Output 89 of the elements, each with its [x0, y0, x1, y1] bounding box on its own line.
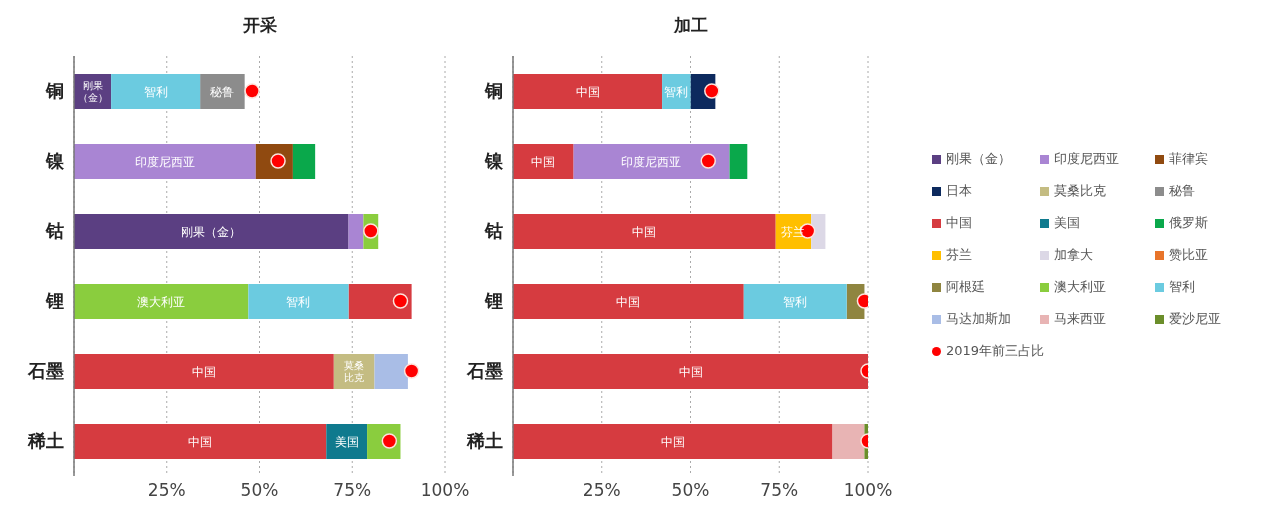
bar	[74, 354, 334, 389]
bar	[513, 214, 776, 249]
bar	[513, 354, 868, 389]
data-label: 智利	[783, 294, 808, 309]
data-label: 智利	[664, 84, 689, 99]
x-tick-label: 50%	[671, 480, 710, 501]
legend-label: 2019年前三占比	[946, 342, 1045, 360]
bar	[74, 284, 249, 319]
data-label: 中国	[660, 434, 685, 449]
legend-label: 澳大利亚	[1054, 278, 1106, 296]
x-tick-label: 50%	[240, 480, 279, 501]
legend-label: 阿根廷	[946, 278, 985, 296]
x-tick-label: 100%	[843, 480, 893, 501]
y-tick-label: 稀土	[27, 430, 64, 452]
bar	[811, 214, 826, 249]
y-tick-label: 铜	[484, 80, 503, 102]
bar	[513, 424, 833, 459]
legend-label: 马达加斯加	[946, 310, 1011, 328]
legend-label: 日本	[946, 182, 972, 200]
bar	[513, 74, 663, 109]
point	[700, 153, 716, 169]
y-tick-label: 钴	[45, 220, 64, 242]
data-label: 刚果（金）	[181, 224, 242, 239]
data-label: 秘鲁	[210, 84, 235, 99]
data-label: 中国	[575, 84, 600, 99]
y-tick-label: 稀土	[466, 430, 503, 452]
bar	[348, 214, 364, 249]
data-label: 智利	[286, 294, 311, 309]
legend-label: 刚果（金）	[946, 150, 1011, 168]
data-label: 中国	[191, 364, 216, 379]
y-tick-label: 石墨	[27, 360, 64, 382]
legend-label: 赞比亚	[1169, 246, 1208, 264]
bar	[74, 144, 256, 179]
legend-label: 秘鲁	[1169, 182, 1195, 200]
data-label: 中国	[616, 294, 641, 309]
bar	[743, 284, 847, 319]
legend-label: 美国	[1054, 214, 1080, 232]
chart-title: 加工	[672, 14, 709, 37]
y-tick-label: 镍	[484, 150, 504, 172]
chart-title: 开采	[241, 14, 278, 37]
legend-label: 印度尼西亚	[1054, 150, 1119, 168]
y-tick-label: 锂	[45, 290, 64, 312]
legend-label: 俄罗斯	[1169, 214, 1208, 232]
bar	[573, 144, 730, 179]
data-label: 中国	[632, 224, 657, 239]
x-tick-label: 25%	[582, 480, 621, 501]
data-label: 美国	[334, 434, 359, 449]
x-tick-label: 25%	[147, 480, 186, 501]
point	[704, 83, 720, 99]
y-tick-label: 锂	[484, 290, 503, 312]
bar	[513, 144, 574, 179]
data-label: 印度尼西亚	[134, 154, 195, 169]
legend-label: 加拿大	[1054, 246, 1093, 264]
y-tick-label: 镍	[45, 150, 65, 172]
data-label: 智利	[143, 84, 168, 99]
data-label: 刚果（金）	[77, 80, 108, 103]
x-tick-label: 75%	[333, 480, 372, 501]
bar	[832, 424, 865, 459]
legend-label: 爱沙尼亚	[1169, 310, 1221, 328]
point	[392, 293, 409, 309]
point	[403, 363, 420, 379]
data-label: 莫桑比克	[344, 360, 365, 383]
y-tick-label: 石墨	[466, 360, 503, 382]
bar	[374, 354, 408, 389]
bar	[74, 214, 349, 249]
bar	[111, 74, 201, 109]
bar	[729, 144, 748, 179]
point	[363, 223, 379, 239]
data-label: 印度尼西亚	[621, 154, 682, 169]
x-tick-label: 75%	[760, 480, 799, 501]
y-tick-label: 钴	[484, 220, 503, 242]
bar	[513, 284, 744, 319]
data-label: 中国	[678, 364, 703, 379]
legend-label: 马来西亚	[1054, 310, 1106, 328]
bar	[348, 284, 412, 319]
legend-label: 芬兰	[946, 246, 972, 264]
x-tick-label: 100%	[420, 480, 470, 501]
point	[244, 83, 260, 99]
bar	[292, 144, 316, 179]
bar	[74, 424, 327, 459]
y-tick-label: 铜	[45, 80, 64, 102]
data-label: 中国	[531, 154, 556, 169]
data-label: 中国	[188, 434, 213, 449]
data-label: 澳大利亚	[137, 294, 186, 309]
legend-label: 智利	[1169, 278, 1195, 296]
legend-label: 菲律宾	[1169, 150, 1208, 168]
legend-label: 莫桑比克	[1054, 182, 1106, 200]
legend-label: 中国	[946, 214, 972, 232]
bar	[248, 284, 349, 319]
